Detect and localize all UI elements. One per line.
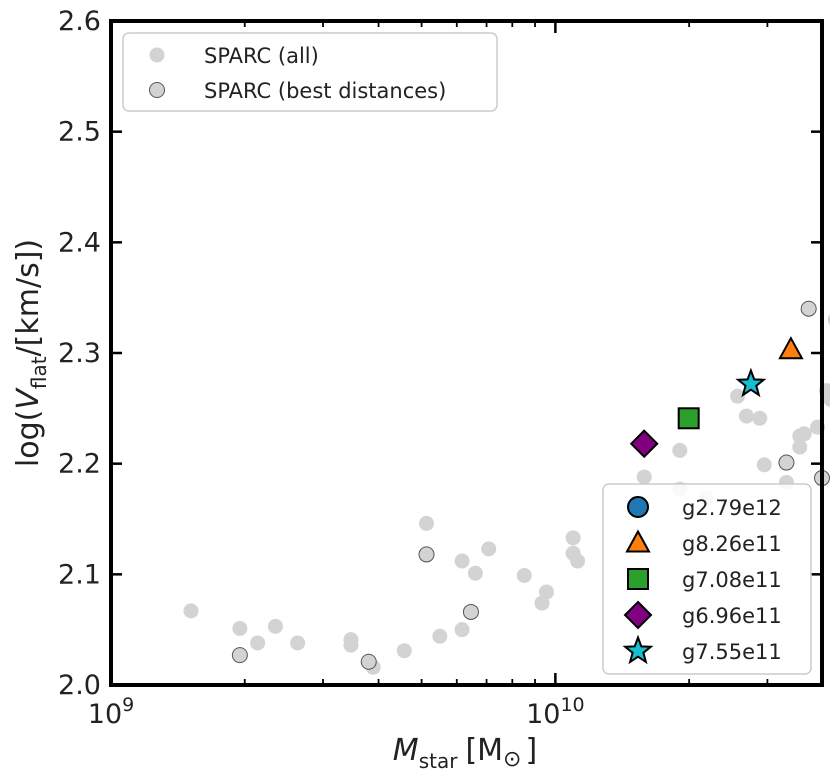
- sparc-best-point-3: [462, 603, 479, 620]
- sparc-all-point-30: [792, 439, 808, 455]
- sparc-all-point-6: [343, 637, 359, 653]
- legend-label-g2.79e12: g2.79e12: [682, 496, 782, 520]
- sparc-best-point-4: [778, 454, 795, 471]
- y-tick-label-2.1: 2.1: [58, 559, 101, 590]
- legend-label-g7.08e11: g7.08e11: [682, 568, 782, 592]
- x-axis-title-unit-sub: ⊙: [503, 747, 521, 772]
- sim-point-g6.96e11: [629, 429, 659, 459]
- y-tick-label-2.6: 2.6: [58, 6, 101, 37]
- legend-marker-g7.08e11: [627, 568, 649, 590]
- legend-sparc-all-label: SPARC (all): [204, 44, 319, 68]
- x-tick-label-base: 10: [526, 699, 560, 730]
- legend-label-g6.96e11: g6.96e11: [682, 604, 782, 628]
- y-tick-label-2.5: 2.5: [58, 117, 101, 148]
- y-axis-title-v: V: [11, 387, 46, 410]
- y-tick-label-2.2: 2.2: [58, 449, 101, 480]
- sparc-all-point-2: [250, 635, 266, 651]
- legend-marker-g6.96e11: [623, 600, 653, 630]
- sparc-all-point-35: [827, 314, 830, 326]
- sparc-all-point-12: [454, 553, 470, 569]
- sim-point-g8.26e11: [778, 336, 804, 360]
- sparc-best-point-0: [231, 647, 248, 664]
- legend-simulations: g2.79e12 g8.26e11 g7.08e11 g6.96e11 g7.55e11: [602, 483, 812, 675]
- legend-sparc-best-label: SPARC (best distances): [204, 79, 446, 103]
- x-tick-label-base: 10: [88, 699, 122, 730]
- sparc-all-point-27: [756, 457, 772, 473]
- x-tick-label-exponent: 10: [560, 694, 584, 716]
- y-tick-label-2.3: 2.3: [58, 338, 101, 369]
- y-tick-label-2.4: 2.4: [58, 227, 101, 258]
- x-axis-title-main: M: [393, 733, 419, 768]
- plot-frame: [109, 19, 824, 687]
- x-axis-title: Mstar [M⊙]: [393, 733, 537, 773]
- legend-sparc-all-marker: [149, 47, 165, 63]
- x-axis-title-sub: star: [419, 749, 459, 773]
- legend-marker-g8.26e11: [625, 529, 651, 553]
- sparc-all-point-13: [467, 565, 483, 581]
- legend-sparc: SPARC (all) SPARC (best distances): [122, 32, 498, 112]
- y-tick-label-2.0: 2.0: [58, 670, 101, 701]
- legend-label-g7.55e11: g7.55e11: [682, 640, 782, 664]
- y-axis-title-post: /[km/s]): [11, 239, 46, 357]
- y-axis-title: log(Vflat/[km/s]): [11, 239, 51, 467]
- sparc-all-point-24: [730, 388, 746, 404]
- legend-sparc-best-marker: [149, 82, 165, 98]
- sparc-all-point-10: [432, 628, 448, 644]
- legend-label-g8.26e11: g8.26e11: [682, 532, 782, 556]
- legend-marker-g7.55e11: [622, 634, 654, 665]
- sparc-all-point-19: [565, 530, 581, 546]
- sparc-best-point-2: [418, 546, 435, 563]
- sparc-all-point-14: [481, 541, 497, 557]
- sim-point-g7.08e11: [677, 407, 700, 430]
- y-axis-title-pre: log(: [11, 410, 46, 467]
- sparc-all-point-4: [290, 635, 306, 651]
- sparc-all-point-34: [823, 392, 830, 407]
- y-axis-title-sub: flat: [27, 356, 51, 389]
- sparc-all-point-31: [796, 426, 812, 442]
- legend-marker-g2.79e12: [627, 496, 649, 518]
- sparc-all-point-17: [538, 584, 554, 600]
- x-tick-label-9: 109: [88, 694, 134, 730]
- legend-simulations-box: [602, 483, 812, 675]
- simulation-points: [629, 336, 804, 459]
- sparc-all-point-26: [752, 410, 768, 426]
- sparc-all-point-65: [570, 553, 586, 569]
- x-tick-label-10: 1010: [526, 694, 585, 730]
- sparc-all-point-25: [738, 408, 754, 424]
- sparc-all-point-1: [232, 621, 248, 637]
- sparc-all-point-15: [516, 567, 532, 583]
- sparc-all-point-0: [183, 603, 199, 619]
- sparc-all-point-8: [396, 643, 412, 659]
- sparc-all-point-9: [419, 515, 435, 531]
- sim-point-g7.55e11: [735, 367, 767, 398]
- x-axis-title-unit: [M: [465, 733, 503, 768]
- x-tick-label-exponent: 9: [122, 694, 134, 716]
- sparc-all-point-21: [672, 442, 688, 458]
- sparc-all-point-11: [454, 622, 470, 638]
- sparc-all-point-20: [636, 469, 652, 485]
- sparc-best-point-1: [360, 653, 377, 670]
- sparc-all-point-3: [267, 618, 283, 634]
- sparc-best-point-5: [800, 300, 817, 317]
- legend-sparc-box: [122, 32, 498, 112]
- x-axis-title-close: ]: [525, 733, 537, 768]
